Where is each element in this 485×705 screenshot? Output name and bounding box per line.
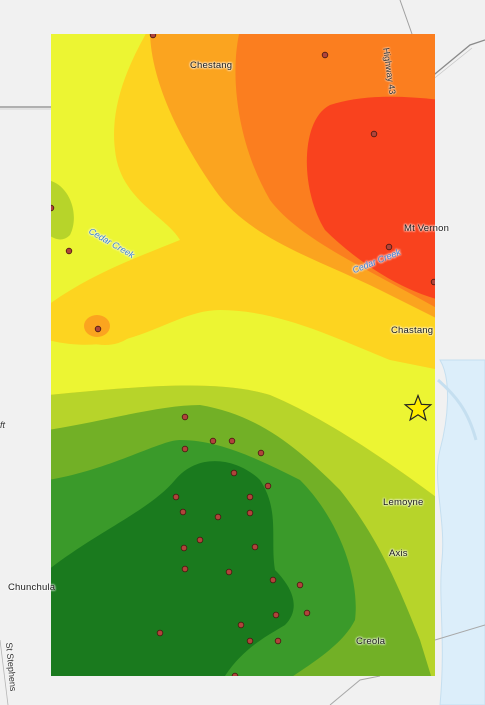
zone-light-green-west [51,181,74,240]
river-channel [437,378,478,441]
zone-yellow-south [51,310,435,497]
road-north [399,0,413,35]
sample-point [214,513,222,521]
sample-point [237,621,245,629]
river-water [437,359,485,705]
place-label-chestang-north: Chestang [190,60,233,71]
sample-point [172,493,180,501]
sample-point [180,544,188,552]
place-label-chunchula: Chunchula [8,582,56,593]
interpolation-surface [51,34,435,676]
road-south [434,624,485,641]
zone-red [306,96,435,299]
road-southeast [329,675,381,705]
sample-point [181,413,189,421]
sample-point [272,611,280,619]
road-southwest [0,639,9,705]
sample-point [430,278,435,286]
sample-point [181,565,189,573]
sample-point [246,637,254,645]
sample-point [231,672,239,676]
sample-point [179,508,187,516]
place-label-mt-vernon: Mt Vernon [404,223,450,234]
sample-point [225,568,233,576]
sample-point [269,576,277,584]
sample-points [51,34,435,676]
sample-point [156,629,164,637]
sample-point [246,509,254,517]
sample-point [94,325,102,333]
sample-point [149,34,157,39]
sample-point [251,543,259,551]
sample-point [51,204,55,212]
sample-point [246,493,254,501]
sample-point [303,609,311,617]
sample-point [181,445,189,453]
sample-point [230,469,238,477]
sample-point [228,437,236,445]
zone-dark-green [51,461,294,676]
place-label-creola: Creola [356,636,386,647]
road-label-partial: ft [0,420,6,430]
sample-point [264,482,272,490]
sample-point [370,130,378,138]
sample-point [65,247,73,255]
place-label-chastang: Chastang [391,325,434,336]
sample-point [257,449,265,457]
place-label-lemoyne: Lemoyne [383,497,424,508]
place-label-axis: Axis [389,548,408,559]
sample-point [196,536,204,544]
zone-yellow-west [51,34,180,303]
sample-point [296,581,304,589]
sample-point [385,243,393,251]
sample-point [209,437,217,445]
sample-point [321,51,329,59]
sample-point [274,637,282,645]
star-icon [403,393,433,422]
